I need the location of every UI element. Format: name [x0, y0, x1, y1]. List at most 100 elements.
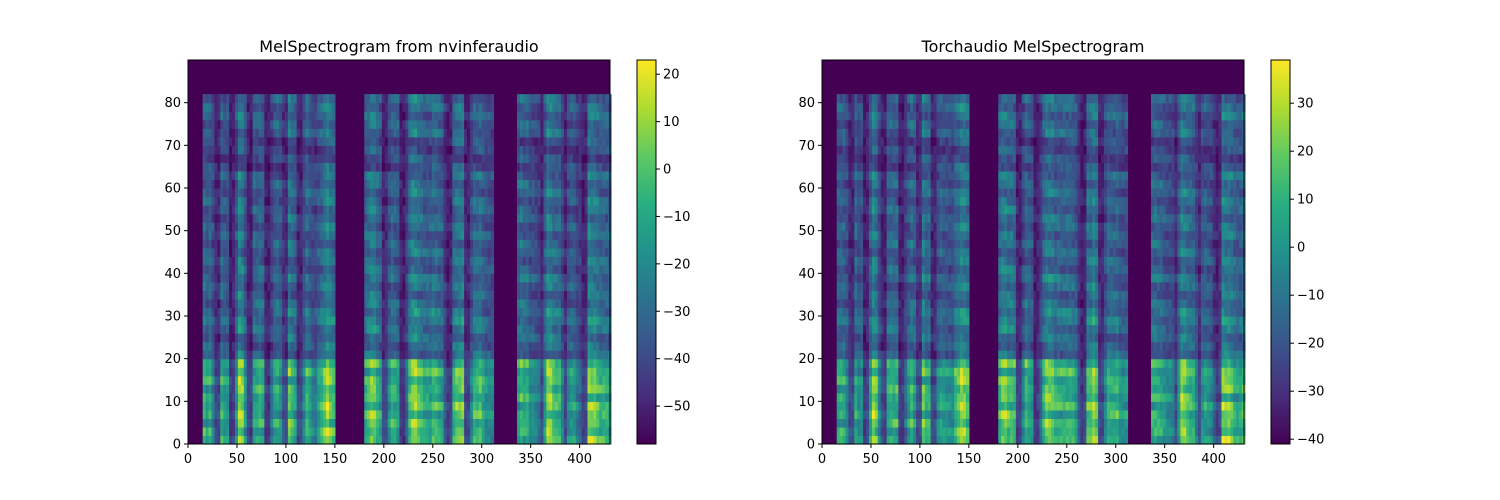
heatmap-cell	[549, 290, 553, 300]
heatmap-cell	[605, 111, 609, 121]
heatmap-cell	[249, 409, 254, 419]
heatmap-cell	[252, 247, 257, 257]
heatmap-cell	[431, 324, 436, 334]
heatmap-cell	[531, 196, 536, 206]
heatmap-cell	[302, 102, 307, 112]
heatmap-cell	[516, 128, 521, 138]
heatmap-cell	[223, 418, 227, 428]
heatmap-cell	[205, 435, 210, 445]
heatmap-cell	[411, 307, 415, 317]
heatmap-cell	[367, 213, 371, 223]
heatmap-cell	[525, 136, 530, 146]
heatmap-cell	[546, 324, 550, 334]
heatmap-cell	[214, 324, 218, 334]
heatmap-cell	[572, 358, 577, 368]
heatmap-cell	[390, 375, 395, 385]
heatmap-cell	[487, 230, 492, 240]
heatmap-cell	[452, 170, 456, 181]
heatmap-cell	[255, 401, 260, 411]
heatmap-cell	[534, 170, 539, 181]
heatmap-cell	[378, 145, 383, 155]
heatmap-cell	[569, 111, 574, 121]
heatmap-cell	[320, 162, 324, 172]
heatmap-cell	[282, 384, 286, 394]
heatmap-cell	[208, 290, 213, 300]
heatmap-cell	[455, 375, 459, 385]
heatmap-cell	[305, 188, 310, 198]
heatmap-cell	[428, 350, 433, 360]
heatmap-cell	[246, 367, 251, 377]
heatmap-cell	[593, 324, 597, 334]
heatmap-cell	[408, 409, 412, 419]
heatmap-cell	[534, 392, 539, 402]
heatmap-cell	[490, 384, 495, 394]
heatmap-cell	[270, 264, 274, 274]
heatmap-cell	[246, 196, 251, 206]
heatmap-cell	[311, 298, 315, 309]
heatmap-cell	[602, 341, 606, 351]
heatmap-cell	[255, 418, 260, 428]
heatmap-cell	[534, 350, 539, 360]
heatmap-cell	[478, 401, 483, 411]
heatmap-cell	[522, 341, 527, 351]
heatmap-cell	[214, 222, 218, 232]
heatmap-cell	[208, 316, 213, 326]
heatmap-cell	[279, 111, 283, 121]
heatmap-cell	[220, 426, 224, 437]
heatmap-cell	[472, 418, 477, 428]
heatmap-cell	[232, 145, 236, 155]
heatmap-cell	[252, 153, 257, 163]
heatmap-cell	[558, 307, 562, 317]
heatmap-cell	[276, 179, 280, 189]
heatmap-cell	[569, 426, 574, 437]
heatmap-cell	[558, 375, 562, 385]
heatmap-cell	[390, 188, 395, 198]
heatmap-cell	[246, 102, 251, 112]
heatmap-cell	[578, 128, 583, 138]
heatmap-cell	[279, 418, 283, 428]
heatmap-cell	[202, 170, 207, 181]
heatmap-cell	[381, 392, 386, 402]
heatmap-cell	[226, 222, 230, 232]
heatmap-cell	[290, 153, 295, 163]
heatmap-cell	[458, 307, 462, 317]
heatmap-cell	[543, 162, 547, 172]
heatmap-cell	[317, 205, 321, 215]
heatmap-cell	[422, 102, 427, 112]
heatmap-cell	[317, 307, 321, 317]
heatmap-cell	[399, 435, 404, 445]
heatmap-cell	[599, 213, 603, 223]
heatmap-cell	[370, 239, 374, 249]
heatmap-cell	[408, 94, 412, 104]
heatmap-cell	[575, 316, 580, 326]
heatmap-cell	[420, 358, 424, 368]
heatmap-cell	[302, 205, 307, 215]
heatmap-cell	[487, 111, 492, 121]
heatmap-cell	[205, 230, 210, 240]
heatmap-cell	[478, 298, 483, 309]
heatmap-cell	[273, 128, 277, 138]
heatmap-cell	[464, 264, 468, 274]
heatmap-cell	[387, 170, 392, 181]
heatmap-cell	[443, 256, 448, 266]
heatmap-cell	[420, 316, 424, 326]
heatmap-cell	[276, 213, 280, 223]
heatmap-cell	[220, 145, 224, 155]
heatmap-cell	[290, 435, 295, 445]
heatmap-cell	[364, 247, 368, 257]
heatmap-cell	[387, 367, 392, 377]
heatmap-cell	[405, 162, 409, 172]
heatmap-cell	[237, 230, 242, 240]
heatmap-cell	[558, 392, 562, 402]
heatmap-cell	[323, 153, 327, 163]
heatmap-cell	[387, 281, 392, 291]
heatmap-cell	[434, 290, 439, 300]
heatmap-cell	[440, 94, 445, 104]
heatmap-cell	[249, 307, 254, 317]
heatmap-cell	[202, 316, 207, 326]
heatmap-cell	[323, 264, 327, 274]
heatmap-cell	[516, 358, 521, 368]
heatmap-cell	[226, 196, 230, 206]
heatmap-cell	[267, 247, 271, 257]
heatmap-cell	[425, 102, 430, 112]
